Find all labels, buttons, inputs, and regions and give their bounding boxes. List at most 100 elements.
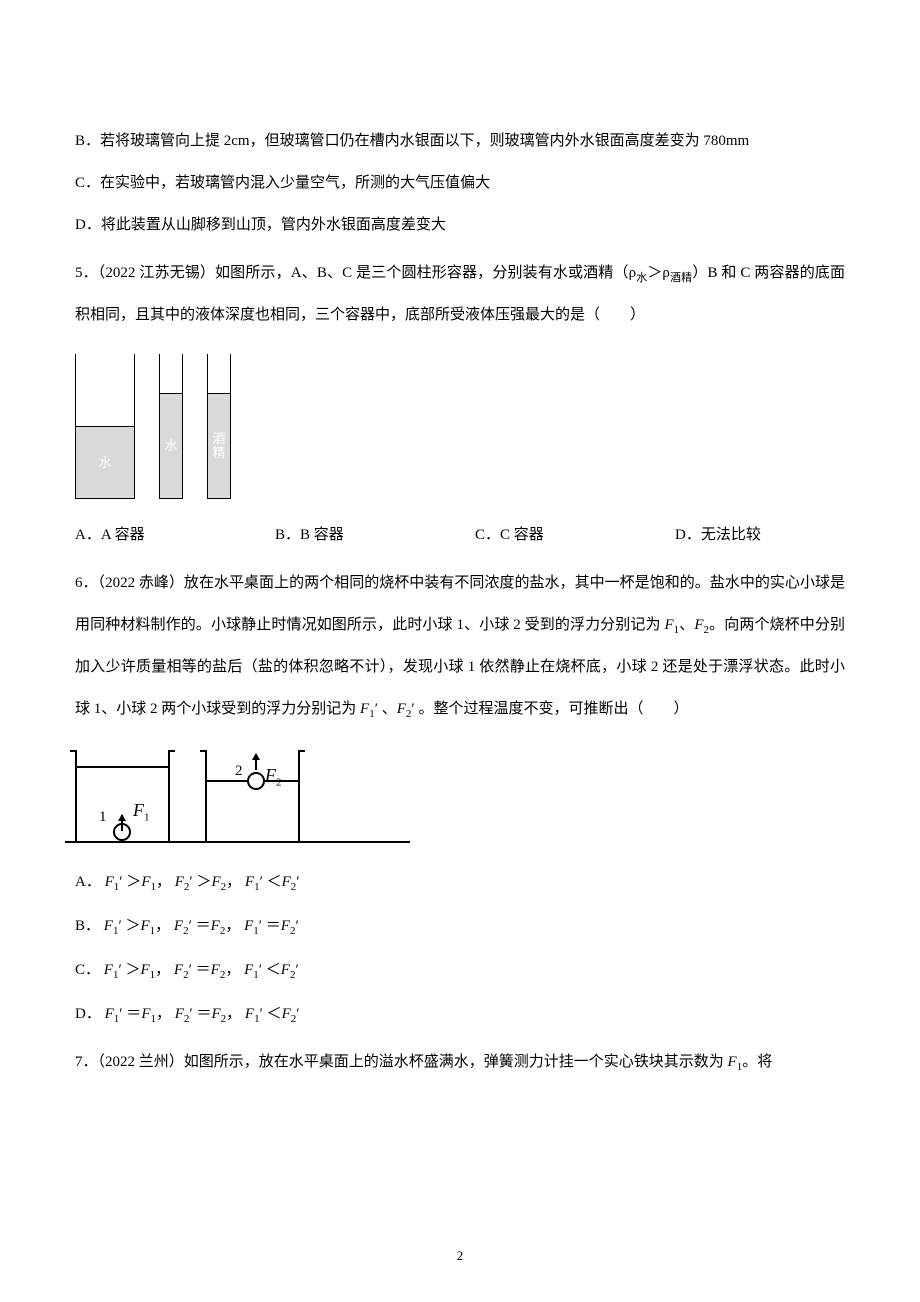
q5-choice-c: C．C 容器	[475, 514, 675, 556]
q5-liquid-a: 水	[76, 426, 134, 498]
comma: ，	[155, 962, 170, 978]
force-arrow-2-icon	[255, 754, 257, 770]
op: ＝	[196, 918, 211, 934]
q5-rho-sub-1: 水	[636, 272, 647, 284]
q5-choices: A．A 容器 B．B 容器 C．C 容器 D．无法比较	[75, 514, 845, 556]
q5-container-b: 水	[159, 354, 183, 499]
q5-label-b: 水	[164, 438, 177, 454]
ball-1-num: 1	[99, 796, 107, 838]
f-var: F	[174, 962, 183, 978]
f-var: F	[140, 918, 149, 934]
prime: ′	[189, 962, 192, 978]
comma: ，	[226, 874, 241, 890]
q6-beaker-2: 2 F2	[205, 758, 300, 843]
q7-stem: 7．（2022 兰州）如图所示，放在水平桌面上的溢水杯盛满水，弹簧测力计挂一个实…	[75, 1041, 845, 1083]
prime: ′	[189, 918, 192, 934]
q6-stem: 6．（2022 赤峰）放在水平桌面上的两个相同的烧杯中装有不同浓度的盐水，其中一…	[75, 562, 845, 730]
f-sub: 1	[144, 811, 150, 823]
ball-2-force: F2	[265, 750, 282, 800]
f-var: F	[175, 874, 184, 890]
f-var: F	[281, 918, 290, 934]
f-var: F	[174, 918, 183, 934]
prime: ′	[118, 918, 121, 934]
op: ＜	[267, 1006, 282, 1022]
q5-choice-d: D．无法比较	[675, 514, 845, 556]
q5-rho-sub-2: 酒精	[670, 272, 692, 284]
q4-option-b: B．若将玻璃管向上提 2cm，但玻璃管口仍在槽内水银面以下，则玻璃管内外水银面高…	[75, 120, 845, 162]
f-var: F	[245, 1006, 254, 1022]
f-var: F	[104, 962, 113, 978]
ball-1-force: F1	[133, 785, 150, 835]
f-var: F	[140, 962, 149, 978]
q5-liquid-c: 酒 精	[208, 393, 230, 498]
choice-prefix: D．	[75, 1006, 101, 1022]
f-sub: 2	[276, 777, 282, 789]
q5-stem: 5．（2022 江苏无锡）如图所示，A、B、C 是三个圆柱形容器，分别装有水或酒…	[75, 252, 845, 336]
f-var: F	[282, 1006, 291, 1022]
op: ＞	[196, 874, 211, 890]
f-var: F	[211, 962, 220, 978]
f-var: F	[244, 962, 253, 978]
q7-stem-1: 7．（2022 兰州）如图所示，放在水平桌面上的溢水杯盛满水，弹簧测力计挂一个实…	[75, 1054, 728, 1070]
q5-liquid-b: 水	[160, 393, 182, 498]
f-var: F	[133, 800, 144, 820]
q6-choice-a: A． F1′ ＞F1， F2′ ＞F2， F1′ ＜F2′	[75, 861, 845, 903]
q6-f1-sub: 1	[674, 624, 680, 636]
q6-choice-d: D． F1′ ＝F1， F2′ ＝F2， F1′ ＜F2′	[75, 993, 845, 1035]
q6-f2-var: F	[694, 617, 703, 633]
beaker-wall-right-icon	[298, 750, 300, 843]
prime: ′	[118, 962, 121, 978]
op: ＞	[125, 962, 140, 978]
f-var: F	[175, 1006, 184, 1022]
q6-choice-c: C． F1′ ＞F1， F2′ ＝F2， F1′ ＜F2′	[75, 949, 845, 991]
page-number: 2	[0, 1249, 920, 1262]
prime: ′	[119, 1006, 122, 1022]
f-var: F	[245, 874, 254, 890]
beaker-wall-left-icon	[205, 750, 207, 843]
q5-choice-b: B．B 容器	[275, 514, 475, 556]
prime: ′	[295, 962, 298, 978]
beaker-lip-right-icon	[168, 750, 175, 752]
f-var: F	[105, 1006, 114, 1022]
prime: ′	[260, 1006, 263, 1022]
op: ＜	[267, 874, 282, 890]
q5-label-c: 酒 精	[212, 432, 225, 461]
comma: ，	[156, 874, 171, 890]
q5-stem-gt: ＞ρ	[647, 265, 670, 281]
f-var: F	[104, 918, 113, 934]
f-var: F	[211, 874, 220, 890]
q5-label-c-2: 精	[212, 445, 225, 460]
q6-figure: 1 F1 2 F2	[75, 748, 845, 843]
comma: ，	[225, 918, 240, 934]
f-var: F	[244, 918, 253, 934]
f-var: F	[211, 918, 220, 934]
force-arrow-1-icon	[121, 815, 123, 831]
q4-option-c: C．在实验中，若玻璃管内混入少量空气，所测的大气压值偏大	[75, 162, 845, 204]
f-var: F	[211, 1006, 220, 1022]
prime: ′	[259, 918, 262, 934]
op: ＝	[266, 918, 281, 934]
choice-prefix: A．	[75, 874, 101, 890]
beaker-lip-right-icon	[298, 750, 305, 752]
q7-stem-2: 。将	[742, 1054, 772, 1070]
prime: ′	[119, 874, 122, 890]
q5-stem-text-1: 5．（2022 江苏无锡）如图所示，A、B、C 是三个圆柱形容器，分别装有水或酒…	[75, 265, 636, 281]
beaker-lip-left-icon	[200, 750, 207, 752]
f-var: F	[281, 962, 290, 978]
prime: ′	[296, 1006, 299, 1022]
q5-label-c-1: 酒	[212, 431, 225, 446]
q5-choice-a: A．A 容器	[75, 514, 275, 556]
op: ＝	[196, 962, 211, 978]
choice-prefix: C．	[75, 962, 100, 978]
q6-f1p-var: F	[360, 701, 369, 717]
ball-2-icon	[247, 772, 265, 790]
comma: ，	[155, 918, 170, 934]
q6-beaker-1: 1 F1	[75, 758, 170, 843]
q5-container-c: 酒 精	[207, 354, 231, 499]
comma: ，	[225, 962, 240, 978]
op: ＜	[266, 962, 281, 978]
prime: ′	[296, 874, 299, 890]
op: ＝	[126, 1006, 141, 1022]
q6-f2p-var: F	[397, 701, 406, 717]
q6-choice-b: B． F1′ ＞F1， F2′ ＝F2， F1′ ＝F2′	[75, 905, 845, 947]
